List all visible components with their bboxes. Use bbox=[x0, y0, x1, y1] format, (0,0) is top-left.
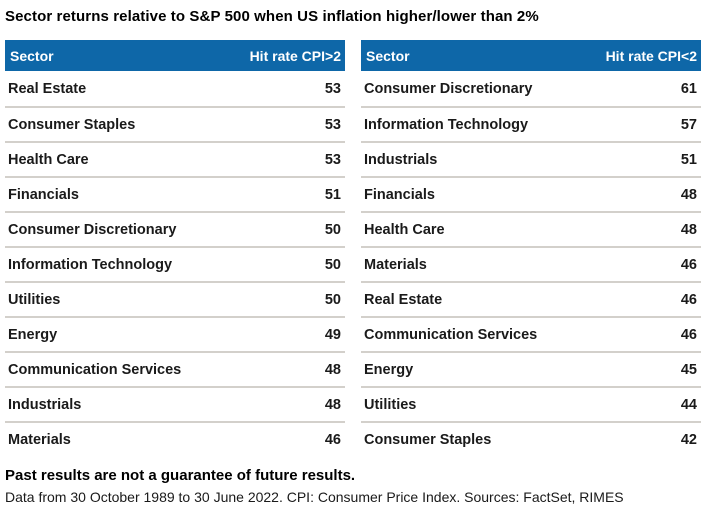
table-row: Information Technology 57 bbox=[361, 106, 701, 141]
table-row: Materials 46 bbox=[361, 246, 701, 281]
sector-cell: Real Estate bbox=[364, 291, 443, 308]
value-cell: 50 bbox=[324, 291, 341, 308]
table-cpi-above-2: Sector Hit rate CPI>2 Real Estate 53 Con… bbox=[5, 40, 345, 456]
source-note: Data from 30 October 1989 to 30 June 202… bbox=[5, 489, 624, 505]
sector-cell: Consumer Discretionary bbox=[364, 80, 533, 97]
value-cell: 53 bbox=[324, 80, 341, 97]
value-cell: 48 bbox=[324, 396, 341, 413]
value-cell: 51 bbox=[324, 186, 341, 203]
sector-cell: Industrials bbox=[8, 396, 82, 413]
sector-cell: Financials bbox=[8, 186, 79, 203]
table-row: Real Estate 46 bbox=[361, 281, 701, 316]
sector-cell: Financials bbox=[364, 186, 435, 203]
column-header-hit-rate: Hit rate CPI<2 bbox=[605, 47, 697, 64]
table-row: Consumer Staples 53 bbox=[5, 106, 345, 141]
table-row: Energy 45 bbox=[361, 351, 701, 386]
value-cell: 48 bbox=[324, 361, 341, 378]
table-row: Information Technology 50 bbox=[5, 246, 345, 281]
column-header-hit-rate: Hit rate CPI>2 bbox=[249, 47, 341, 64]
table-row: Utilities 44 bbox=[361, 386, 701, 421]
sector-cell: Information Technology bbox=[364, 116, 529, 133]
table-header: Sector Hit rate CPI>2 bbox=[5, 40, 345, 71]
table-header: Sector Hit rate CPI<2 bbox=[361, 40, 701, 71]
sector-cell: Energy bbox=[8, 326, 58, 343]
value-cell: 45 bbox=[680, 361, 697, 378]
table-cpi-below-2: Sector Hit rate CPI<2 Consumer Discretio… bbox=[361, 40, 701, 456]
value-cell: 46 bbox=[680, 326, 697, 343]
value-cell: 51 bbox=[680, 151, 697, 168]
table-row: Industrials 48 bbox=[5, 386, 345, 421]
sector-cell: Health Care bbox=[8, 151, 89, 168]
value-cell: 44 bbox=[680, 396, 697, 413]
disclaimer-text: Past results are not a guarantee of futu… bbox=[5, 467, 356, 484]
column-header-sector: Sector bbox=[366, 47, 410, 64]
sector-cell: Consumer Staples bbox=[8, 116, 136, 133]
value-cell: 48 bbox=[680, 186, 697, 203]
value-cell: 49 bbox=[324, 326, 341, 343]
tables-container: Sector Hit rate CPI>2 Real Estate 53 Con… bbox=[5, 40, 701, 456]
table-row: Consumer Staples 42 bbox=[361, 421, 701, 456]
column-header-sector: Sector bbox=[10, 47, 54, 64]
table-row: Utilities 50 bbox=[5, 281, 345, 316]
sector-cell: Communication Services bbox=[364, 326, 538, 343]
sector-cell: Utilities bbox=[8, 291, 61, 308]
sector-cell: Consumer Discretionary bbox=[8, 221, 177, 238]
value-cell: 61 bbox=[680, 80, 697, 97]
value-cell: 53 bbox=[324, 116, 341, 133]
value-cell: 46 bbox=[324, 431, 341, 448]
value-cell: 48 bbox=[680, 221, 697, 238]
sector-cell: Materials bbox=[364, 256, 427, 273]
value-cell: 53 bbox=[324, 151, 341, 168]
table-row: Financials 51 bbox=[5, 176, 345, 211]
value-cell: 50 bbox=[324, 221, 341, 238]
value-cell: 46 bbox=[680, 256, 697, 273]
sector-cell: Industrials bbox=[364, 151, 438, 168]
sector-cell: Health Care bbox=[364, 221, 445, 238]
sector-cell: Materials bbox=[8, 431, 71, 448]
page-title: Sector returns relative to S&P 500 when … bbox=[5, 8, 539, 25]
footer: Past results are not a guarantee of futu… bbox=[5, 466, 701, 506]
table-row: Communication Services 46 bbox=[361, 316, 701, 351]
table-row: Consumer Discretionary 61 bbox=[361, 71, 701, 106]
table-row: Energy 49 bbox=[5, 316, 345, 351]
table-row: Consumer Discretionary 50 bbox=[5, 211, 345, 246]
sector-cell: Real Estate bbox=[8, 80, 87, 97]
value-cell: 42 bbox=[680, 431, 697, 448]
table-row: Industrials 51 bbox=[361, 141, 701, 176]
value-cell: 46 bbox=[680, 291, 697, 308]
sector-cell: Consumer Staples bbox=[364, 431, 492, 448]
table-body: Consumer Discretionary 61 Information Te… bbox=[361, 71, 701, 456]
value-cell: 57 bbox=[680, 116, 697, 133]
sector-cell: Energy bbox=[364, 361, 414, 378]
table-row: Health Care 48 bbox=[361, 211, 701, 246]
sector-cell: Utilities bbox=[364, 396, 417, 413]
table-body: Real Estate 53 Consumer Staples 53 Healt… bbox=[5, 71, 345, 456]
table-row: Materials 46 bbox=[5, 421, 345, 456]
value-cell: 50 bbox=[324, 256, 341, 273]
table-row: Health Care 53 bbox=[5, 141, 345, 176]
table-row: Financials 48 bbox=[361, 176, 701, 211]
sector-cell: Information Technology bbox=[8, 256, 173, 273]
sector-cell: Communication Services bbox=[8, 361, 182, 378]
table-row: Real Estate 53 bbox=[5, 71, 345, 106]
table-row: Communication Services 48 bbox=[5, 351, 345, 386]
